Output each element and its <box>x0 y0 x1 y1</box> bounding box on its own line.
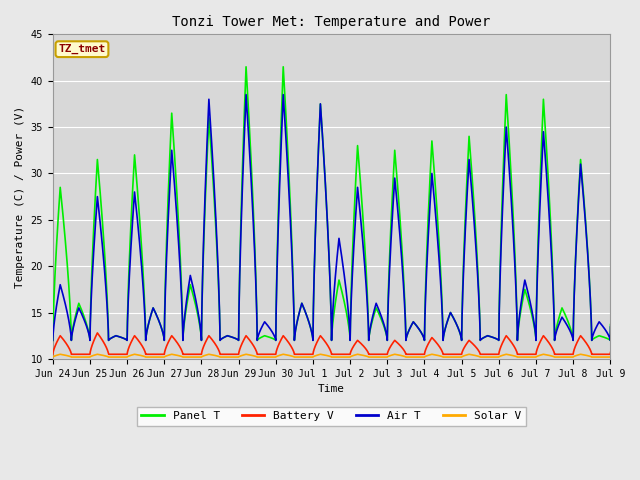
Y-axis label: Temperature (C) / Power (V): Temperature (C) / Power (V) <box>15 106 25 288</box>
Text: TZ_tmet: TZ_tmet <box>58 44 106 54</box>
Legend: Panel T, Battery V, Air T, Solar V: Panel T, Battery V, Air T, Solar V <box>137 407 526 426</box>
X-axis label: Time: Time <box>318 384 345 394</box>
Title: Tonzi Tower Met: Temperature and Power: Tonzi Tower Met: Temperature and Power <box>172 15 491 29</box>
